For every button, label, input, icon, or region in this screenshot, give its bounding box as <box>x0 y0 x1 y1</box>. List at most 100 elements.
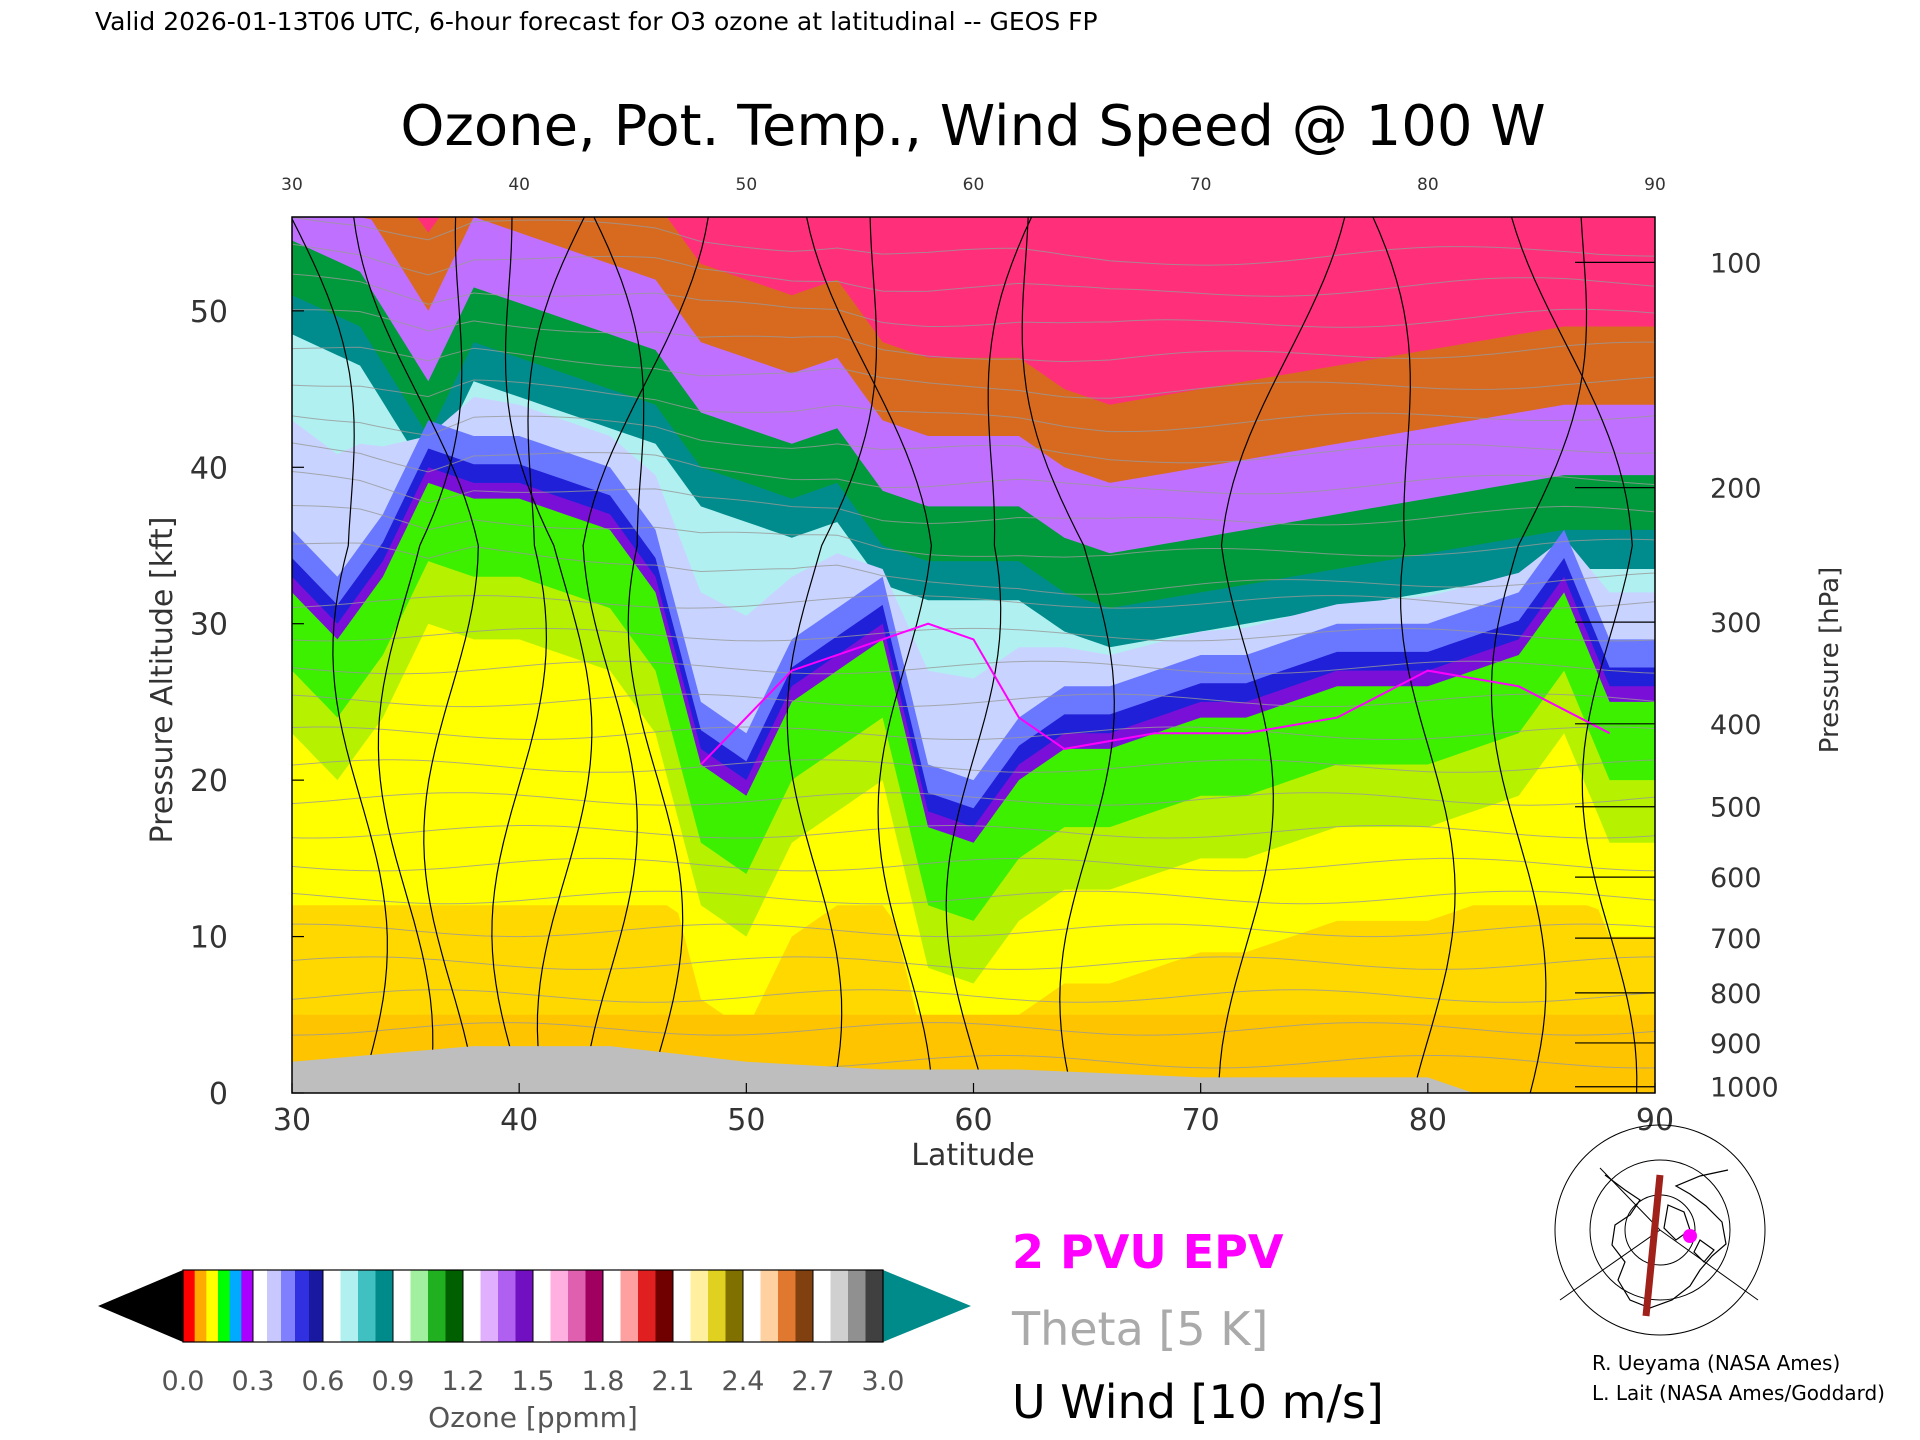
colorbar-swatch <box>295 1270 310 1342</box>
colorbar-swatch <box>323 1270 342 1342</box>
theta-contour <box>292 759 1655 773</box>
colorbar-swatch <box>778 1270 797 1342</box>
colorbar-swatch <box>218 1270 231 1342</box>
colorbar-swatch <box>760 1270 779 1342</box>
colorbar-swatch <box>568 1270 587 1342</box>
colorbar-swatch <box>375 1270 394 1342</box>
colorbar-frame <box>182 1269 884 1343</box>
inset-lat-circle-outer <box>1554 1124 1766 1336</box>
theta-contour <box>292 542 1655 595</box>
inset-lat-circle-mid <box>1589 1159 1731 1301</box>
colorbar-tick-label: 1.8 <box>582 1366 625 1397</box>
legend-theta: Theta [5 K] <box>1011 1302 1268 1356</box>
x-top-tick-label: 60 <box>963 175 985 195</box>
uwind-contour <box>491 217 585 1093</box>
pressure-tick-label: 500 <box>1710 793 1762 824</box>
y-tick-label: 20 <box>190 764 228 799</box>
x-top-tick-label: 90 <box>1644 175 1666 195</box>
pressure-tick-label: 700 <box>1710 924 1762 955</box>
colorbar-tick-label: 0.0 <box>162 1366 205 1397</box>
colorbar-over-arrow <box>883 1270 971 1342</box>
colorbar-swatch <box>743 1270 762 1342</box>
axes: 3030404050506060707080809090010203040501… <box>190 175 1779 1138</box>
uwind-contour <box>292 217 388 1093</box>
theta-contour <box>292 346 1655 399</box>
colorbar-swatch <box>550 1270 569 1342</box>
colorbar-swatch <box>463 1270 482 1342</box>
theta-contour <box>292 923 1655 938</box>
colorbar-swatch <box>194 1270 207 1342</box>
ozone-field <box>292 217 1655 1093</box>
theta-contour <box>292 471 1655 526</box>
colorbar-swatch <box>620 1270 639 1342</box>
colorbar-swatch <box>813 1270 832 1342</box>
uwind-contour <box>377 217 463 1093</box>
theta-contour <box>292 989 1655 1003</box>
colorbar-swatch <box>498 1270 517 1342</box>
theta-contour <box>292 1022 1655 1036</box>
surface-terrain <box>292 1046 1655 1093</box>
x-top-tick-label: 40 <box>508 175 530 195</box>
pressure-tick-label: 600 <box>1710 863 1762 894</box>
uwind-contour <box>945 217 1033 1093</box>
colorbar-swatch <box>673 1270 692 1342</box>
colorbar-swatch <box>183 1270 196 1342</box>
theta-contour <box>292 792 1655 806</box>
colorbar-swatch <box>206 1270 219 1342</box>
colorbar-swatch <box>865 1270 884 1342</box>
theta-contour <box>292 857 1655 872</box>
inset-section-line <box>1642 1174 1664 1317</box>
theta-contour <box>292 379 1655 433</box>
uwind-contour <box>786 217 878 1093</box>
theta-contour <box>292 595 1655 609</box>
x-tick-label: 80 <box>1409 1103 1447 1138</box>
pressure-tick-label: 400 <box>1710 710 1762 741</box>
colorbar-swatch <box>241 1270 254 1342</box>
uwind-contour <box>593 217 684 1093</box>
theta-contour <box>292 726 1655 741</box>
colorbar-tick-label: 3.0 <box>862 1366 905 1397</box>
theta-contour <box>292 243 1655 297</box>
x-tick-label: 30 <box>273 1103 311 1138</box>
theta-contour <box>292 627 1655 642</box>
uwind-contour <box>353 217 479 1093</box>
colorbar-tick-label: 0.9 <box>372 1366 415 1397</box>
colorbar-tick-label: 2.4 <box>722 1366 765 1397</box>
ozone-colorbar: 0.0 0.3 0.6 0.9 1.2 1.5 1.8 2.1 2.4 2.7 3.0 <box>98 1269 971 1397</box>
uwind-contour <box>806 217 933 1093</box>
inset-meridian-2 <box>1659 1229 1759 1301</box>
uwind-contour <box>582 217 709 1093</box>
plot-area <box>291 216 1656 1094</box>
theta-contour <box>292 217 1655 266</box>
colorbar-label: Ozone [ppmm] <box>428 1401 638 1434</box>
theta-contour <box>292 660 1655 675</box>
y2-axis-label: Pressure [hPa] <box>1815 567 1845 754</box>
colorbar-tick-label: 1.5 <box>512 1366 555 1397</box>
x-top-tick-label: 80 <box>1417 175 1439 195</box>
theta-contour <box>292 956 1655 970</box>
colorbar-swatch <box>708 1270 727 1342</box>
colorbar-swatch <box>267 1270 282 1342</box>
x-tick-label: 90 <box>1636 1103 1674 1138</box>
colorbar-swatch <box>795 1270 814 1342</box>
chart-title: Ozone, Pot. Temp., Wind Speed @ 100 W <box>400 94 1545 159</box>
colorbar-swatch <box>309 1270 324 1342</box>
inset-marker <box>1683 1229 1697 1243</box>
theta-contour <box>292 442 1655 495</box>
colorbar-swatch <box>690 1270 709 1342</box>
theta-contour <box>292 505 1655 558</box>
theta-contour <box>292 309 1655 363</box>
colorbar-swatch <box>229 1270 242 1342</box>
colorbar-tick-label: 0.3 <box>232 1366 275 1397</box>
valid-line: Valid 2026-01-13T06 UTC, 6-hour forecast… <box>95 7 1098 36</box>
x-tick-label: 60 <box>954 1103 992 1138</box>
uwind-contour <box>1372 217 1456 1093</box>
theta-contour <box>292 273 1655 328</box>
colorbar-swatch <box>253 1270 268 1342</box>
uwind-contour <box>1510 217 1638 1093</box>
pressure-tick-label: 300 <box>1710 608 1762 639</box>
y-tick-label: 50 <box>190 295 228 330</box>
theta-contour <box>292 415 1655 464</box>
colorbar-swatch <box>358 1270 377 1342</box>
inset-coastline <box>1604 1169 1729 1309</box>
